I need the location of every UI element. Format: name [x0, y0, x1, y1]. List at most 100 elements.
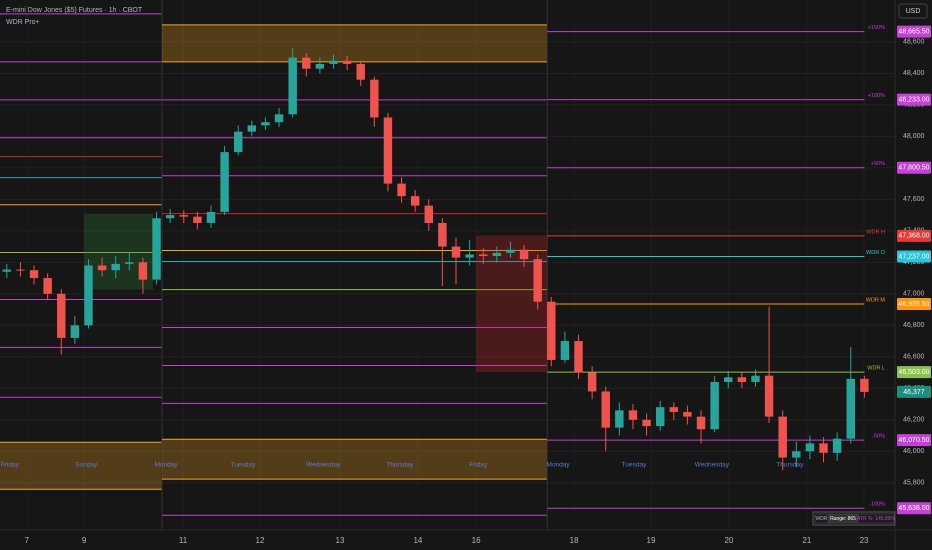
session-label: Sunday [75, 462, 98, 469]
session-label: Friday [469, 462, 488, 469]
price-label-box [897, 434, 931, 447]
candle-body [615, 410, 624, 428]
candle-body [710, 381, 719, 430]
candle-body [70, 325, 80, 338]
session-label: Tuesday [231, 462, 256, 469]
currency[interactable]: USD [906, 8, 921, 15]
candle-body [125, 262, 134, 264]
candle-body [560, 341, 570, 360]
session-label: Wednesday [306, 462, 341, 469]
session-label: Thursday [386, 462, 414, 469]
price-label: 46,503.00 [898, 369, 929, 376]
x-tick-label: 12 [256, 536, 265, 545]
candle-body [397, 183, 406, 197]
candle-body [479, 254, 488, 257]
info-text: WDR [816, 516, 828, 522]
candle-body [846, 378, 855, 439]
level-label: +100% [868, 93, 885, 99]
x-tick-label: 16 [472, 536, 481, 545]
candle-body [587, 372, 597, 392]
level-label: WDR O [866, 250, 886, 256]
price-label: 45,638.00 [898, 505, 929, 512]
info-text: ATR %: 145.89% [857, 516, 896, 522]
candle-body [43, 278, 52, 294]
candle-body [193, 216, 202, 223]
candle-body [601, 391, 610, 428]
price-label: 47,368.00 [898, 233, 929, 240]
candle-body [438, 222, 447, 247]
price-label-box [897, 366, 931, 379]
last-price-box [897, 385, 931, 398]
candle-body [302, 57, 311, 69]
price-label: 47,237.00 [898, 253, 929, 260]
x-tick-label: 9 [82, 536, 87, 545]
candle-body [519, 249, 529, 260]
level-label: +50% [871, 161, 885, 167]
candle-body [138, 262, 148, 280]
candle-body [724, 377, 733, 382]
candle-body [805, 443, 815, 452]
session-label: Wednesday [695, 462, 730, 469]
candle-body [152, 218, 161, 280]
info-text: Range: 865 [830, 516, 856, 522]
level-band [161, 439, 548, 480]
candle-body [247, 125, 257, 132]
candle-body [261, 122, 270, 126]
x-tick-label: 20 [724, 536, 733, 545]
price-label-box [897, 161, 931, 174]
candle-body [465, 254, 474, 258]
price-label-box [897, 93, 931, 106]
candle-body [547, 301, 556, 360]
level-label: -100% [869, 502, 885, 508]
y-tick-label: 46,600 [903, 354, 925, 361]
currency-box[interactable] [898, 3, 928, 19]
candle-body [506, 249, 515, 253]
session-label: Thursday [776, 462, 804, 469]
candle-body [342, 60, 352, 64]
candle-body [574, 341, 583, 373]
y-tick-label: 47,600 [903, 196, 925, 203]
price-label-box [897, 25, 931, 38]
candle-body [683, 411, 692, 417]
level-label: +150% [868, 25, 885, 31]
x-tick-label: 13 [336, 536, 345, 545]
price-label: 47,800.50 [898, 165, 929, 172]
session-label: Monday [155, 462, 179, 469]
x-tick-label: 19 [647, 536, 656, 545]
candle-body [206, 211, 216, 223]
candle-body [533, 259, 542, 302]
candle-body [737, 377, 747, 382]
candle-body [628, 410, 638, 420]
x-tick-label: 23 [860, 536, 869, 545]
candle-body [57, 293, 66, 338]
candle-body [410, 196, 420, 206]
y-tick-label: 48,600 [903, 39, 925, 46]
x-tick-label: 7 [25, 536, 30, 545]
candle-body [778, 416, 787, 458]
candle-body [655, 407, 665, 427]
price-label-box [897, 502, 931, 515]
candle-body [642, 419, 651, 427]
y-tick-label: 46,200 [903, 417, 925, 424]
candle-body [16, 269, 25, 271]
candle-body [220, 152, 229, 212]
candle-body [696, 416, 706, 430]
candle-body [288, 57, 297, 115]
candle-body [370, 79, 379, 118]
price-label: 48,665.50 [898, 28, 929, 35]
price-label: 48,233.00 [898, 97, 929, 104]
candle-body [832, 438, 842, 453]
candle-body [492, 252, 502, 257]
candle-body [764, 375, 774, 417]
candle-body [356, 63, 365, 80]
y-tick-label: 46,000 [903, 448, 925, 455]
y-tick-label: 47,000 [903, 291, 925, 298]
candle-body [165, 215, 175, 219]
price-label: 46,935.50 [898, 301, 929, 308]
level-band [161, 24, 548, 62]
level-label: -50% [872, 434, 885, 440]
price-label-box [897, 250, 931, 263]
y-tick-label: 48,400 [903, 70, 925, 77]
candle-body [329, 60, 338, 64]
